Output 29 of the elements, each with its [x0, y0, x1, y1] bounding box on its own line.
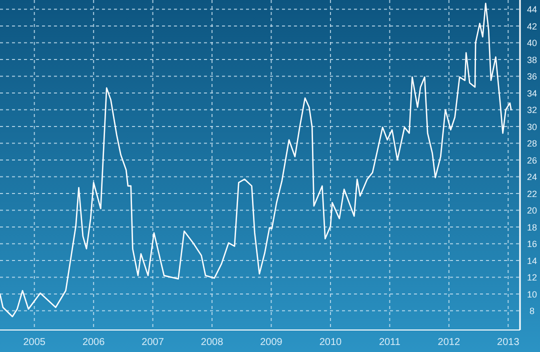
y-tick-label: 30	[526, 122, 538, 132]
y-tick-label: 24	[526, 172, 538, 182]
y-tick-label: 10	[526, 289, 538, 300]
y-tick-label: 32	[526, 105, 538, 116]
y-tick-label: 14	[526, 256, 538, 266]
y-tick-label: 22	[526, 188, 538, 199]
x-tick-label: 2009	[260, 337, 283, 348]
y-tick-label: 26	[526, 155, 538, 166]
y-tick-label: 36	[526, 72, 538, 82]
y-tick-label: 42	[526, 21, 538, 32]
y-tick-label: 44	[526, 4, 538, 15]
y-tick-label: 40	[526, 38, 538, 48]
y-tick-label: 28	[526, 138, 538, 149]
x-tick-label: 2005	[23, 337, 46, 348]
x-tick-label: 2011	[378, 337, 401, 348]
x-tick-label: 2006	[82, 337, 106, 348]
x-tick-label: 2007	[142, 337, 164, 348]
x-tick-label: 2008	[200, 337, 224, 348]
y-tick-label: 34	[526, 88, 538, 98]
y-tick-label: 16	[526, 239, 538, 250]
y-tick-label: 12	[526, 272, 538, 283]
y-tick-label: 8	[529, 306, 535, 316]
x-tick-label: 2012	[438, 337, 460, 348]
x-tick-label: 2013	[497, 337, 520, 348]
y-tick-label: 20	[526, 206, 538, 216]
y-tick-label: 18	[526, 222, 538, 232]
x-tick-label: 2010	[319, 337, 342, 348]
line-series	[0, 2, 512, 318]
y-tick-label: 38	[526, 54, 538, 65]
